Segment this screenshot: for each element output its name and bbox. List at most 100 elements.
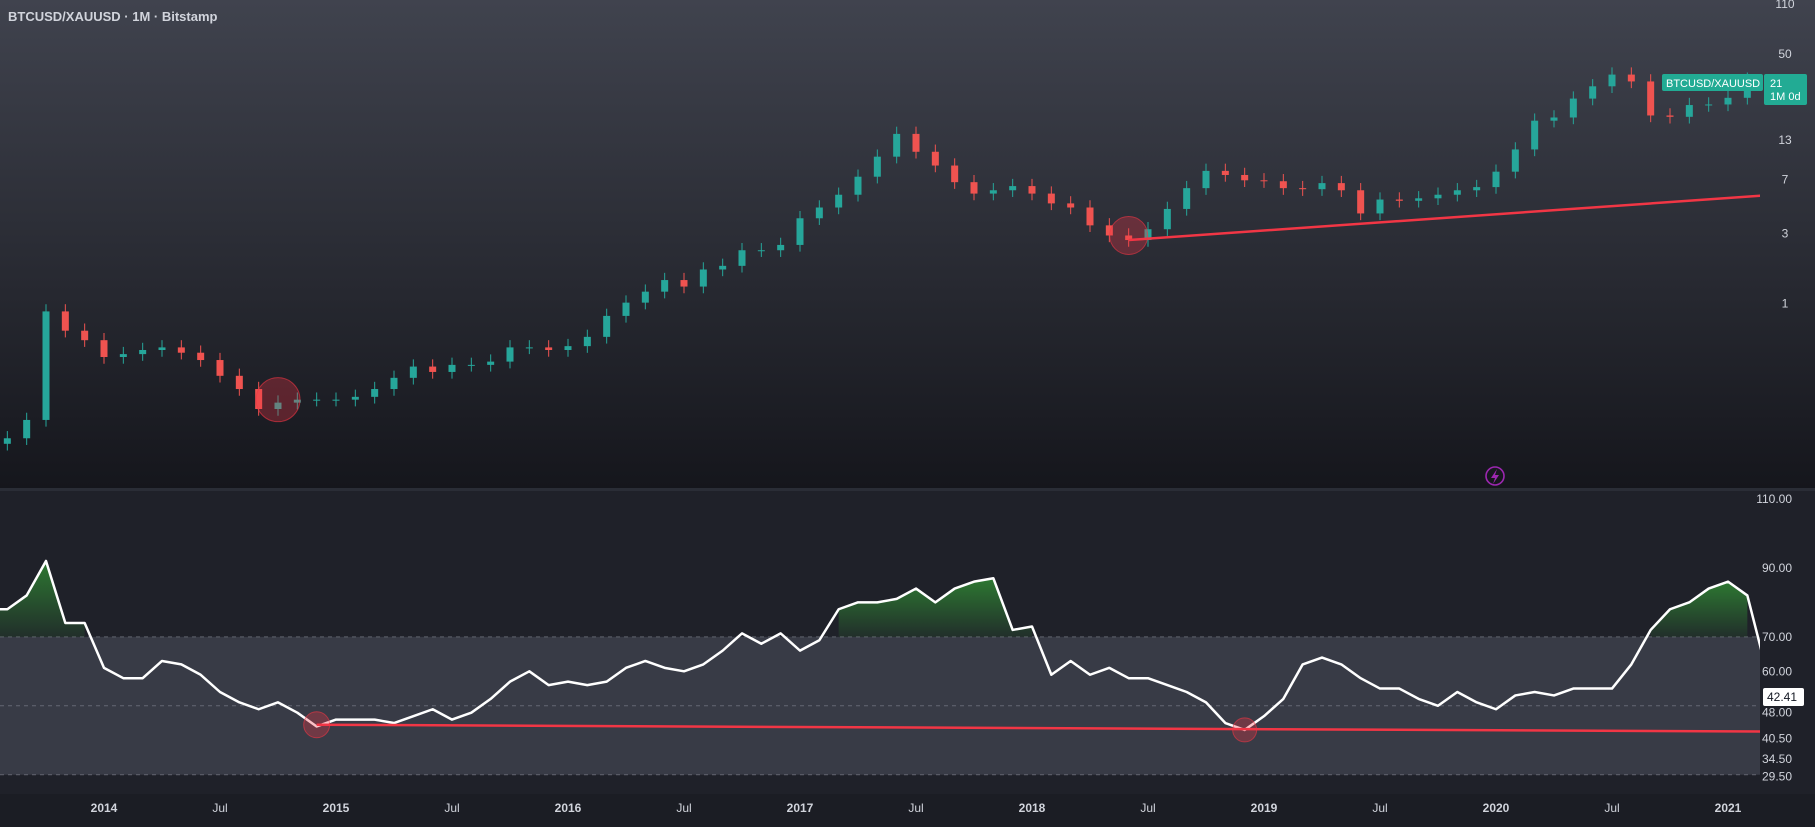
candle-body xyxy=(1357,190,1365,214)
highlight-circle[interactable] xyxy=(1232,717,1258,743)
candle-body xyxy=(448,364,456,372)
price-badge[interactable]: BTCUSD/XAUUSD 21 1M 0d xyxy=(1662,74,1807,105)
candle-body xyxy=(525,347,533,349)
candle-body xyxy=(100,340,108,358)
candle-body xyxy=(545,347,553,350)
time-axis-label: Jul xyxy=(444,801,459,815)
alert-icon-bolt xyxy=(1491,469,1499,484)
candle-body xyxy=(1183,188,1191,209)
time-axis-label: Jul xyxy=(1604,801,1619,815)
candle-body xyxy=(1453,190,1461,195)
candle-body xyxy=(467,364,475,366)
candle-body xyxy=(1531,120,1539,150)
price-badge-symbol-bg xyxy=(1662,74,1763,91)
chart-title: BTCUSD/XAUUSD · 1M · Bitstamp xyxy=(8,9,218,24)
candle-body xyxy=(235,375,243,390)
highlight-circle[interactable] xyxy=(303,711,331,739)
time-axis-background xyxy=(0,794,1815,822)
candle-body xyxy=(1028,186,1036,194)
candle-body xyxy=(293,399,301,403)
price-trendline[interactable] xyxy=(1128,113,1815,242)
candle-body xyxy=(23,419,31,439)
price-badge-countdown: 1M 0d xyxy=(1770,91,1801,103)
candle-body xyxy=(1337,183,1345,191)
candle-body xyxy=(1550,117,1558,121)
rsi-axis-label: 110.00 xyxy=(1756,492,1792,506)
rsi-axis-label: 29.50 xyxy=(1762,769,1792,783)
candle-body xyxy=(583,336,591,347)
candle-body xyxy=(719,265,727,270)
candle-body xyxy=(332,399,340,401)
candle-body xyxy=(603,315,611,337)
rsi-overbought-fill xyxy=(838,578,1032,637)
candle-body xyxy=(1376,199,1384,214)
candle-body xyxy=(912,133,920,152)
candle-body xyxy=(119,354,127,358)
time-axis-label: 2018 xyxy=(1019,801,1046,815)
rsi-axis-label: 70.00 xyxy=(1762,630,1792,644)
candle-body xyxy=(1685,105,1693,117)
time-axis-label: 2015 xyxy=(323,801,350,815)
rsi-axis-label: 48.00 xyxy=(1762,706,1792,720)
time-axis[interactable]: Jul 2014 Jul 2015 Jul 2016 Jul 2017 Jul 2018 Jul 20… xyxy=(0,801,1815,815)
candle-body xyxy=(1221,170,1229,175)
candle-body xyxy=(81,330,89,341)
candle-body xyxy=(1647,81,1655,116)
time-axis-label: 2020 xyxy=(1483,801,1510,815)
candle-body xyxy=(622,302,630,316)
candle-body xyxy=(931,151,939,166)
candle-body xyxy=(216,360,224,376)
rsi-trendline[interactable] xyxy=(316,723,1815,738)
rsi-line[interactable] xyxy=(0,559,1815,740)
time-axis-label: Jul xyxy=(1372,801,1387,815)
highlight-circle[interactable] xyxy=(255,377,301,423)
rsi-axis-label: 34.50 xyxy=(1762,752,1792,766)
candle-body xyxy=(893,133,901,157)
candle-body xyxy=(351,396,359,400)
candle-body xyxy=(274,402,282,410)
time-axis-label: Jul xyxy=(1140,801,1155,815)
rsi-axis-label: 90.00 xyxy=(1762,561,1792,575)
candle-body xyxy=(951,165,959,183)
price-axis-label: 1 xyxy=(1782,296,1789,310)
candle-body xyxy=(1627,74,1635,82)
candle-body xyxy=(854,176,862,195)
price-axis-label: 50 xyxy=(1778,47,1792,61)
price-badge-value-bg xyxy=(1764,74,1807,105)
price-axis-label: 110 xyxy=(1775,0,1794,11)
candle-body xyxy=(1067,203,1075,208)
candle-body xyxy=(1511,149,1519,172)
candle-body xyxy=(371,389,379,397)
candle-body xyxy=(1666,115,1674,117)
candle-body xyxy=(989,190,997,194)
price-pane-background xyxy=(0,0,1815,490)
candle-body xyxy=(873,156,881,177)
candle-body xyxy=(699,269,707,287)
rsi-axis-label: 60.00 xyxy=(1762,664,1792,678)
candle-body xyxy=(970,182,978,194)
time-axis-label: 2014 xyxy=(91,801,118,815)
alert-icon-ring xyxy=(1485,466,1505,486)
candle-body xyxy=(1569,98,1577,118)
candle-body xyxy=(680,280,688,287)
rsi-axis[interactable]: 29.50 34.50 40.50 48.00 60.00 70.00 90.00 110.0… xyxy=(1756,492,1792,784)
lightning-alert-icon[interactable] xyxy=(1485,466,1505,486)
rsi-axis-label: 40.50 xyxy=(1762,732,1792,746)
candle-body xyxy=(815,207,823,219)
rsi-badge[interactable]: 42.41 xyxy=(1763,688,1804,706)
highlight-circle[interactable] xyxy=(1109,215,1149,255)
candle-body xyxy=(1105,225,1113,236)
candle-body xyxy=(1608,74,1616,87)
candle-body xyxy=(1202,170,1210,189)
pane-divider[interactable] xyxy=(0,488,1815,491)
candle-body xyxy=(1492,171,1500,188)
candle-body xyxy=(42,311,50,420)
candle-body xyxy=(197,352,205,361)
candle-body xyxy=(1318,183,1326,190)
candle-body xyxy=(796,218,804,245)
candle-body xyxy=(1395,199,1403,201)
candle-body xyxy=(429,366,437,372)
candle-body xyxy=(1125,235,1133,241)
